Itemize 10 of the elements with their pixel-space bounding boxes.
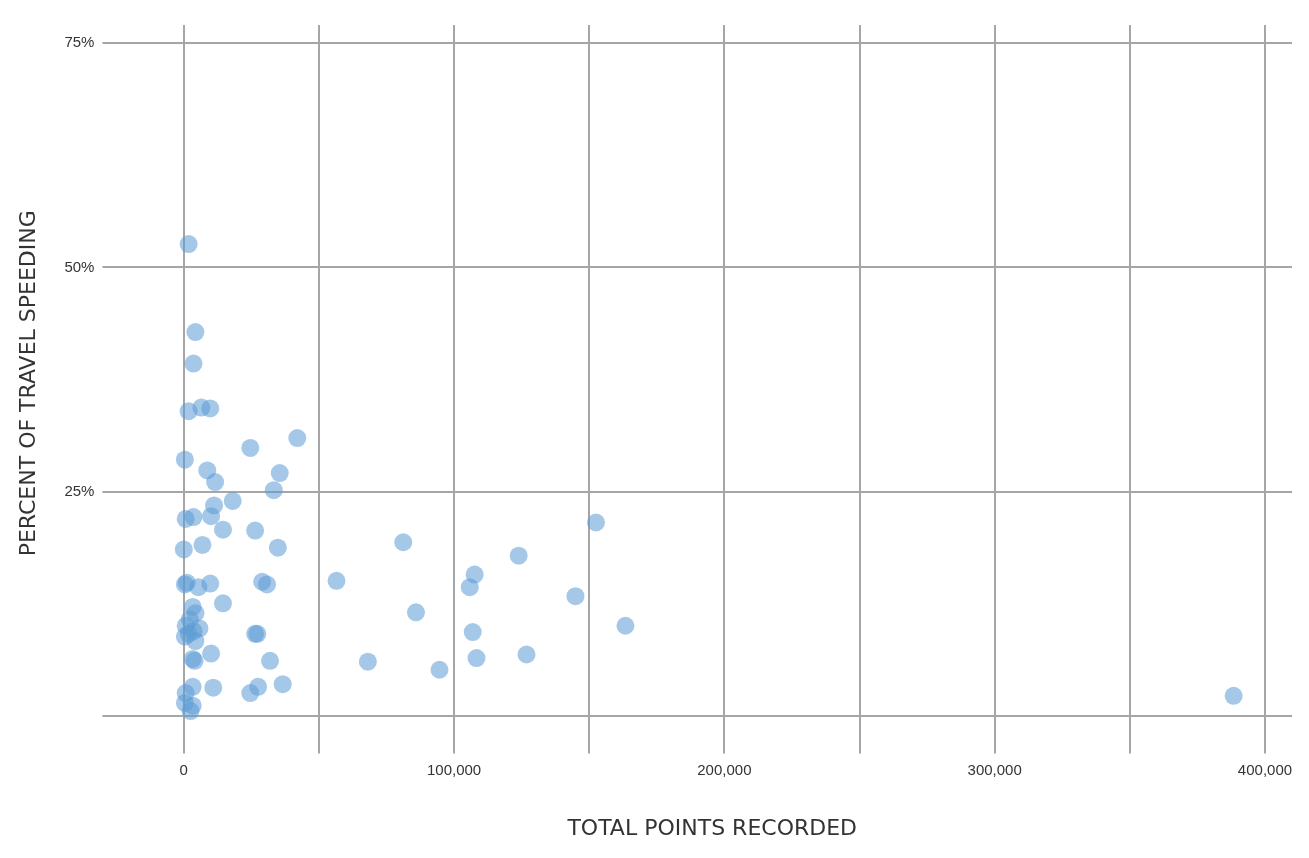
y-tick-label: 75% [64,33,95,51]
x-tick-label: 300,000 [967,760,1022,778]
x-tick-label: 0 [179,760,188,778]
x-axis-title: TOTAL POINTS RECORDED [566,814,858,840]
y-axis-title: PERCENT OF TRAVEL SPEEDING [14,210,40,557]
y-tick-label: 50% [64,257,95,275]
x-tick-label: 200,000 [697,760,752,778]
y-tick-label: 25% [64,482,95,500]
x-tick-label: 100,000 [426,760,482,778]
x-tick-label: 400,000 [1237,760,1293,778]
